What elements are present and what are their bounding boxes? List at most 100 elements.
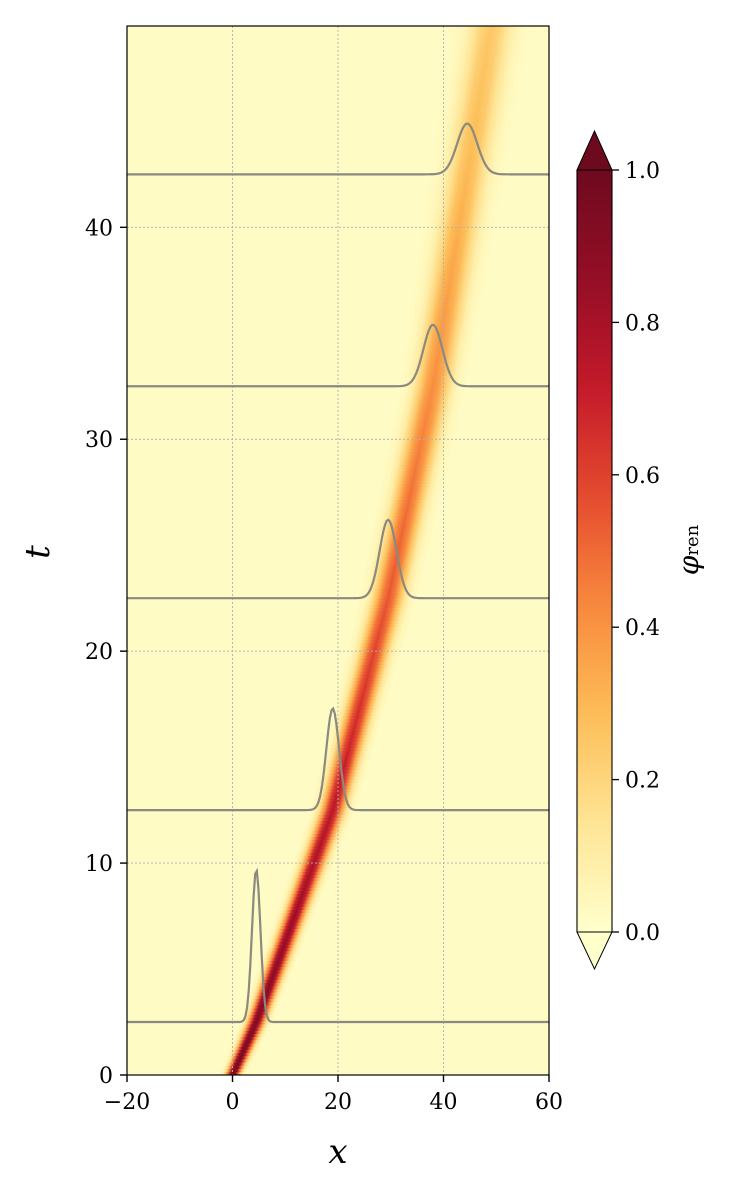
heatmap-row <box>435 124 514 129</box>
heatmap-row <box>363 575 422 580</box>
heatmap-layer <box>220 26 532 1075</box>
heatmap-row <box>392 423 458 427</box>
heatmap-row <box>412 295 483 300</box>
heatmap-row <box>357 607 414 612</box>
colorbar: 0.0 0.2 0.4 0.6 0.8 1.0 <box>576 129 660 971</box>
profile-line <box>127 323 549 388</box>
heatmap-row <box>364 569 423 574</box>
heatmap-row <box>259 963 295 968</box>
heatmap-row <box>306 820 351 825</box>
heatmap-row <box>347 648 402 653</box>
heatmap-row <box>446 51 528 55</box>
heatmap-row <box>241 1017 274 1022</box>
heatmap-row <box>348 645 403 650</box>
heatmap-row <box>357 604 415 609</box>
heatmap-row <box>325 744 374 748</box>
heatmap-row <box>307 817 352 821</box>
x-axis: −20 0 20 40 60 <box>104 1075 563 1115</box>
x-tick-label: 40 <box>430 1090 458 1115</box>
profile-line <box>127 867 549 1024</box>
heatmap-row <box>293 858 336 863</box>
heatmap-row <box>302 833 346 837</box>
heatmap-row <box>434 133 513 138</box>
colorbar-tick-label: 0.2 <box>625 769 660 794</box>
heatmap-row <box>310 807 356 812</box>
heatmap-row <box>374 518 435 523</box>
heatmap-row <box>409 311 480 316</box>
heatmap-row <box>222 1065 250 1069</box>
heatmap-row <box>406 334 476 338</box>
heatmap-row <box>324 747 373 752</box>
heatmap-row <box>402 365 470 370</box>
heatmap-row <box>420 235 494 240</box>
heatmap-row <box>304 826 348 831</box>
heatmap-row <box>447 41 529 46</box>
heatmap-row <box>400 381 467 386</box>
heatmap-row <box>437 111 517 116</box>
heatmap-row <box>388 442 453 446</box>
heatmap-row <box>337 693 389 698</box>
heatmap-row <box>289 871 331 876</box>
heatmap-row <box>428 181 504 186</box>
heatmap-row <box>396 400 463 405</box>
heatmap-row <box>242 1014 275 1019</box>
heatmap-row <box>375 512 437 516</box>
heatmap-row <box>414 280 486 284</box>
heatmap-row <box>448 35 531 40</box>
heatmap-row <box>361 585 420 589</box>
heatmap-row <box>372 527 433 532</box>
heatmap-row <box>220 1071 246 1075</box>
heatmap-row <box>408 324 478 329</box>
heatmap-row <box>393 416 459 421</box>
heatmap-row <box>344 661 398 666</box>
heatmap-row <box>417 254 491 259</box>
y-axis: 0 10 20 30 40 <box>85 216 127 1089</box>
heatmap-row <box>240 1020 272 1025</box>
heatmap-row <box>333 709 384 713</box>
heatmap-row <box>429 168 506 173</box>
heatmap-row <box>441 86 521 90</box>
heatmap-row <box>232 1039 263 1044</box>
heatmap-row <box>229 1049 258 1054</box>
colorbar-label: φren <box>672 524 705 575</box>
heatmap-row <box>383 470 446 475</box>
y-tick-label: 30 <box>85 428 113 453</box>
y-tick-label: 40 <box>85 216 113 241</box>
heatmap-row <box>231 1042 261 1047</box>
heatmap-row <box>389 435 455 440</box>
profile-line <box>127 518 549 600</box>
heatmap-row <box>449 28 532 33</box>
heatmap-row <box>376 508 438 513</box>
heatmap-row <box>427 187 503 192</box>
heatmap-row <box>312 798 358 802</box>
colorbar-tick-label: 0.0 <box>625 921 660 946</box>
heatmap-row <box>338 686 391 691</box>
heatmap-row <box>438 108 517 113</box>
heatmap-row <box>370 537 431 542</box>
heatmap-row <box>230 1046 259 1050</box>
heatmap-row <box>432 149 510 154</box>
heatmap-row <box>401 369 470 373</box>
heatmap-row <box>399 384 467 389</box>
heatmap-row <box>442 76 523 81</box>
heatmap-row <box>431 156 509 160</box>
heatmap-row <box>365 562 425 567</box>
heatmap-row <box>292 861 334 866</box>
heatmap-row <box>405 343 474 348</box>
heatmap-row <box>258 966 293 971</box>
heatmap-row <box>430 162 508 167</box>
heatmap-row <box>404 346 474 351</box>
heatmap-row <box>404 353 472 357</box>
heatmap-row <box>225 1058 253 1063</box>
heatmap-row <box>327 734 377 739</box>
heatmap-row <box>427 184 503 189</box>
heatmap-row <box>421 229 495 233</box>
heatmap-row <box>382 477 445 481</box>
heatmap-row <box>291 864 333 869</box>
heatmap-row <box>300 839 343 844</box>
heatmap-row <box>390 432 455 437</box>
heatmap-row <box>379 489 442 494</box>
profile-line <box>127 706 549 812</box>
heatmap-row <box>403 356 472 361</box>
colorbar-frame <box>576 170 613 932</box>
